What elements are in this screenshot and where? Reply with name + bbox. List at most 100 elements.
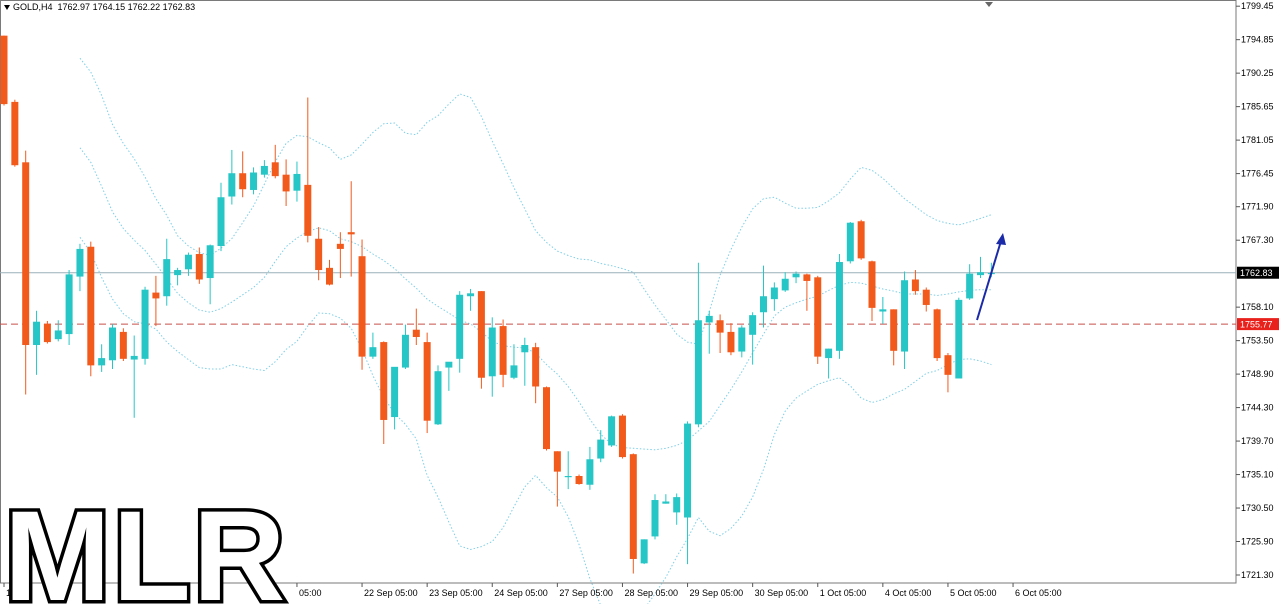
chart-shift-marker-icon[interactable]: [985, 2, 993, 7]
bear-candle: [716, 320, 724, 333]
bull-candle: [401, 334, 409, 368]
bear-candle: [857, 221, 865, 259]
bull-candle: [65, 274, 73, 335]
bear-candle: [315, 238, 323, 271]
y-tick-label: 1785.65: [1241, 102, 1274, 112]
bear-candle: [499, 326, 507, 375]
bear-candle: [629, 454, 637, 559]
x-tick-label: 1 Oct 05:00: [820, 588, 867, 598]
bear-candle: [727, 331, 735, 353]
x-tick-label: 27 Sep 05:00: [559, 588, 613, 598]
x-tick-label: 23 Sep 05:00: [429, 588, 483, 598]
bear-candle: [0, 35, 8, 105]
bull-candle: [846, 222, 854, 262]
bull-candle: [792, 273, 800, 278]
bear-candle: [87, 246, 95, 366]
y-tick-label: 1781.05: [1241, 135, 1274, 145]
bear-candle: [814, 277, 822, 357]
watermark-text: MLR: [4, 485, 287, 604]
bull-candle: [770, 287, 778, 300]
bull-candle: [955, 299, 963, 379]
y-tick-label: 1790.25: [1241, 68, 1274, 78]
bear-candle: [890, 309, 898, 351]
y-tick-label: 1753.50: [1241, 336, 1274, 346]
x-tick-label: 24 Sep 05:00: [494, 588, 548, 598]
dropdown-triangle-icon[interactable]: [4, 5, 10, 11]
bull-candle: [781, 278, 789, 291]
bollinger-band-middle: [79, 147, 992, 451]
bull-candle: [174, 270, 182, 276]
bull-candle: [749, 315, 757, 335]
bear-candle: [911, 279, 919, 292]
bull-candle: [705, 315, 713, 323]
bear-candle: [412, 329, 420, 337]
x-tick-label: 05:00: [299, 588, 322, 598]
bear-candle: [553, 451, 561, 472]
bear-candle: [477, 291, 485, 378]
plot-frame: [0, 0, 1237, 584]
bear-candle: [239, 173, 247, 190]
y-tick-label: 1725.90: [1241, 537, 1274, 547]
bull-candle: [966, 273, 974, 299]
level-price-label: 1755.77: [1240, 320, 1273, 330]
bear-candle: [347, 232, 355, 235]
bull-candle: [521, 344, 529, 353]
bear-candle: [803, 274, 811, 281]
x-tick-label: 30 Sep 05:00: [755, 588, 809, 598]
bull-candle: [608, 416, 616, 446]
x-tick-label: 28 Sep 05:00: [624, 588, 678, 598]
bear-candle: [358, 256, 366, 357]
bull-candle: [141, 289, 149, 359]
bull-candle: [835, 262, 843, 351]
bull-candle: [217, 197, 225, 247]
bull-candle: [434, 371, 442, 425]
bull-candle: [564, 476, 572, 478]
symbol-info-bar: GOLD,H4 1762.97 1764.15 1762.22 1762.83: [4, 2, 195, 12]
bull-candle: [445, 361, 453, 368]
x-tick-label: 22 Sep 05:00: [364, 588, 418, 598]
bull-candle: [467, 293, 475, 297]
bull-candle: [586, 459, 594, 485]
bull-candle: [260, 165, 268, 175]
bear-candle: [22, 162, 30, 345]
bull-candle: [250, 172, 258, 190]
y-tick-label: 1744.30: [1241, 403, 1274, 413]
bull-candle: [684, 423, 692, 518]
bull-candle: [33, 321, 41, 345]
bull-candle: [510, 365, 518, 378]
bear-candle: [933, 309, 941, 359]
bull-candle: [184, 254, 192, 270]
y-tick-label: 1767.30: [1241, 235, 1274, 245]
bear-candle: [944, 355, 952, 375]
bull-candle: [977, 272, 984, 276]
bull-candle: [98, 358, 106, 366]
bull-candle: [901, 280, 909, 352]
bear-candle: [532, 347, 540, 387]
y-tick-label: 1794.85: [1241, 35, 1274, 45]
bear-candle: [575, 476, 583, 485]
bull-candle: [293, 173, 301, 191]
x-tick-label: 6 Oct 05:00: [1015, 588, 1062, 598]
forecast-arrow-shaft: [976, 240, 1002, 321]
bear-candle: [543, 387, 550, 450]
bear-candle: [152, 292, 160, 299]
y-tick-label: 1721.30: [1241, 570, 1274, 580]
symbol-timeframe: GOLD,H4: [13, 2, 53, 12]
bear-candle: [282, 174, 290, 192]
bull-candle: [206, 245, 214, 279]
y-tick-label: 1799.45: [1241, 1, 1274, 11]
bear-candle: [304, 184, 312, 236]
bull-candle: [760, 296, 767, 313]
y-tick-label: 1776.45: [1241, 169, 1274, 179]
x-tick-label: 1: [6, 588, 11, 598]
bear-candle: [868, 261, 876, 308]
y-tick-label: 1739.70: [1241, 436, 1274, 446]
current-price-label: 1762.83: [1240, 268, 1273, 278]
bull-candle: [391, 366, 399, 418]
forecast-arrow-head: [996, 233, 1006, 245]
bear-candle: [423, 342, 431, 421]
bear-candle: [618, 415, 626, 458]
